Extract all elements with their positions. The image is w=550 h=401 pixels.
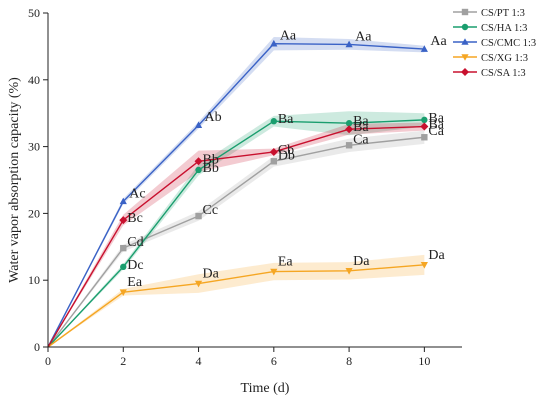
triangle-up-marker [420, 45, 428, 52]
y-tick-label: 30 [28, 140, 40, 154]
triangle-up-marker [119, 197, 127, 205]
data-label: Ba [278, 112, 294, 127]
triangle-down-marker [270, 268, 278, 276]
circle-marker [195, 166, 202, 174]
data-label: Ba [428, 118, 444, 133]
data-label: Aa [280, 29, 297, 44]
triangle-up-marker [270, 39, 278, 47]
y-tick-label: 50 [28, 6, 40, 20]
x-tick-label: 4 [196, 354, 202, 368]
triangle-down-marker [461, 54, 469, 61]
data-label: Cd [127, 235, 143, 250]
data-label: Aa [355, 29, 372, 44]
data-label: Ab [205, 110, 222, 125]
triangle-down-marker [194, 280, 203, 288]
legend-label: CS/HA 1:3 [481, 23, 527, 34]
y-axis-title: Water vapor absorption capacity (%) [7, 77, 22, 283]
data-label: Ca [428, 124, 444, 139]
data-label: Ea [278, 255, 294, 270]
series-line [47, 125, 425, 348]
data-label: Bb [203, 161, 219, 176]
y-tick-label: 40 [28, 73, 40, 87]
square-marker [120, 244, 127, 252]
triangle-up-marker [194, 121, 203, 129]
diamond-marker [461, 68, 469, 76]
y-tick-label: 10 [28, 273, 40, 287]
series-line [47, 136, 425, 348]
diamond-marker [194, 157, 203, 166]
data-label: Ac [129, 186, 145, 201]
data-label: Bb [203, 152, 219, 167]
data-label: Cc [203, 203, 219, 218]
data-label: Aa [430, 34, 447, 49]
data-label: Cb [278, 143, 294, 158]
circle-marker [270, 118, 278, 125]
diamond-marker [269, 147, 278, 156]
y-tick-label: 0 [34, 340, 40, 354]
circle-marker [421, 116, 428, 124]
x-tick-label: 6 [271, 354, 277, 368]
series-lines [47, 43, 425, 348]
legend-label: CS/SA 1:3 [481, 68, 526, 79]
circle-marker [345, 120, 353, 127]
triangle-down-marker [345, 268, 353, 275]
triangle-up-marker [345, 40, 353, 48]
circle-marker [461, 23, 469, 31]
square-marker [195, 212, 202, 220]
x-axis-title: Time (d) [241, 381, 290, 396]
x-tick-label: 10 [418, 354, 430, 368]
data-label: Ba [353, 114, 369, 129]
series-line [47, 119, 425, 348]
square-marker [270, 158, 278, 165]
series-markers [119, 39, 429, 297]
series-line [47, 264, 425, 348]
y-tick-label: 20 [28, 206, 40, 220]
data-label: Ea [127, 275, 143, 290]
legend-label: CS/PT 1:3 [481, 8, 525, 19]
data-label: Ca [353, 132, 369, 147]
legend-label: CS/CMC 1:3 [481, 38, 536, 49]
legend-label: CS/XG 1:3 [481, 53, 528, 64]
square-marker [345, 142, 353, 149]
diamond-marker [420, 122, 429, 131]
error-bands [48, 37, 425, 347]
data-label: Da [353, 254, 370, 269]
series-line [47, 43, 425, 348]
diamond-marker [119, 216, 128, 225]
data-label: Da [428, 248, 445, 263]
x-tick-label: 2 [120, 354, 126, 368]
data-label: Ba [353, 120, 369, 135]
square-marker [421, 134, 428, 141]
error-band [48, 254, 425, 347]
axes: 0 10 20 30 40 50 0 2 4 6 8 10 [28, 6, 462, 368]
square-marker [461, 8, 469, 16]
data-label: Ba [428, 111, 444, 126]
diamond-marker [345, 125, 354, 134]
circle-marker [120, 263, 127, 271]
triangle-down-marker [119, 289, 127, 297]
triangle-up-marker [461, 38, 469, 45]
data-label: Da [203, 267, 220, 282]
x-tick-label: 0 [45, 354, 51, 368]
data-label: Db [278, 148, 295, 163]
legend: CS/PT 1:3 CS/HA 1:3 CS/CMC 1:3 CS/XG 1:3 CS/… [453, 8, 536, 79]
data-label: Bc [127, 211, 143, 226]
triangle-down-marker [420, 262, 428, 269]
data-label: Dc [127, 258, 143, 273]
x-tick-label: 8 [346, 354, 352, 368]
